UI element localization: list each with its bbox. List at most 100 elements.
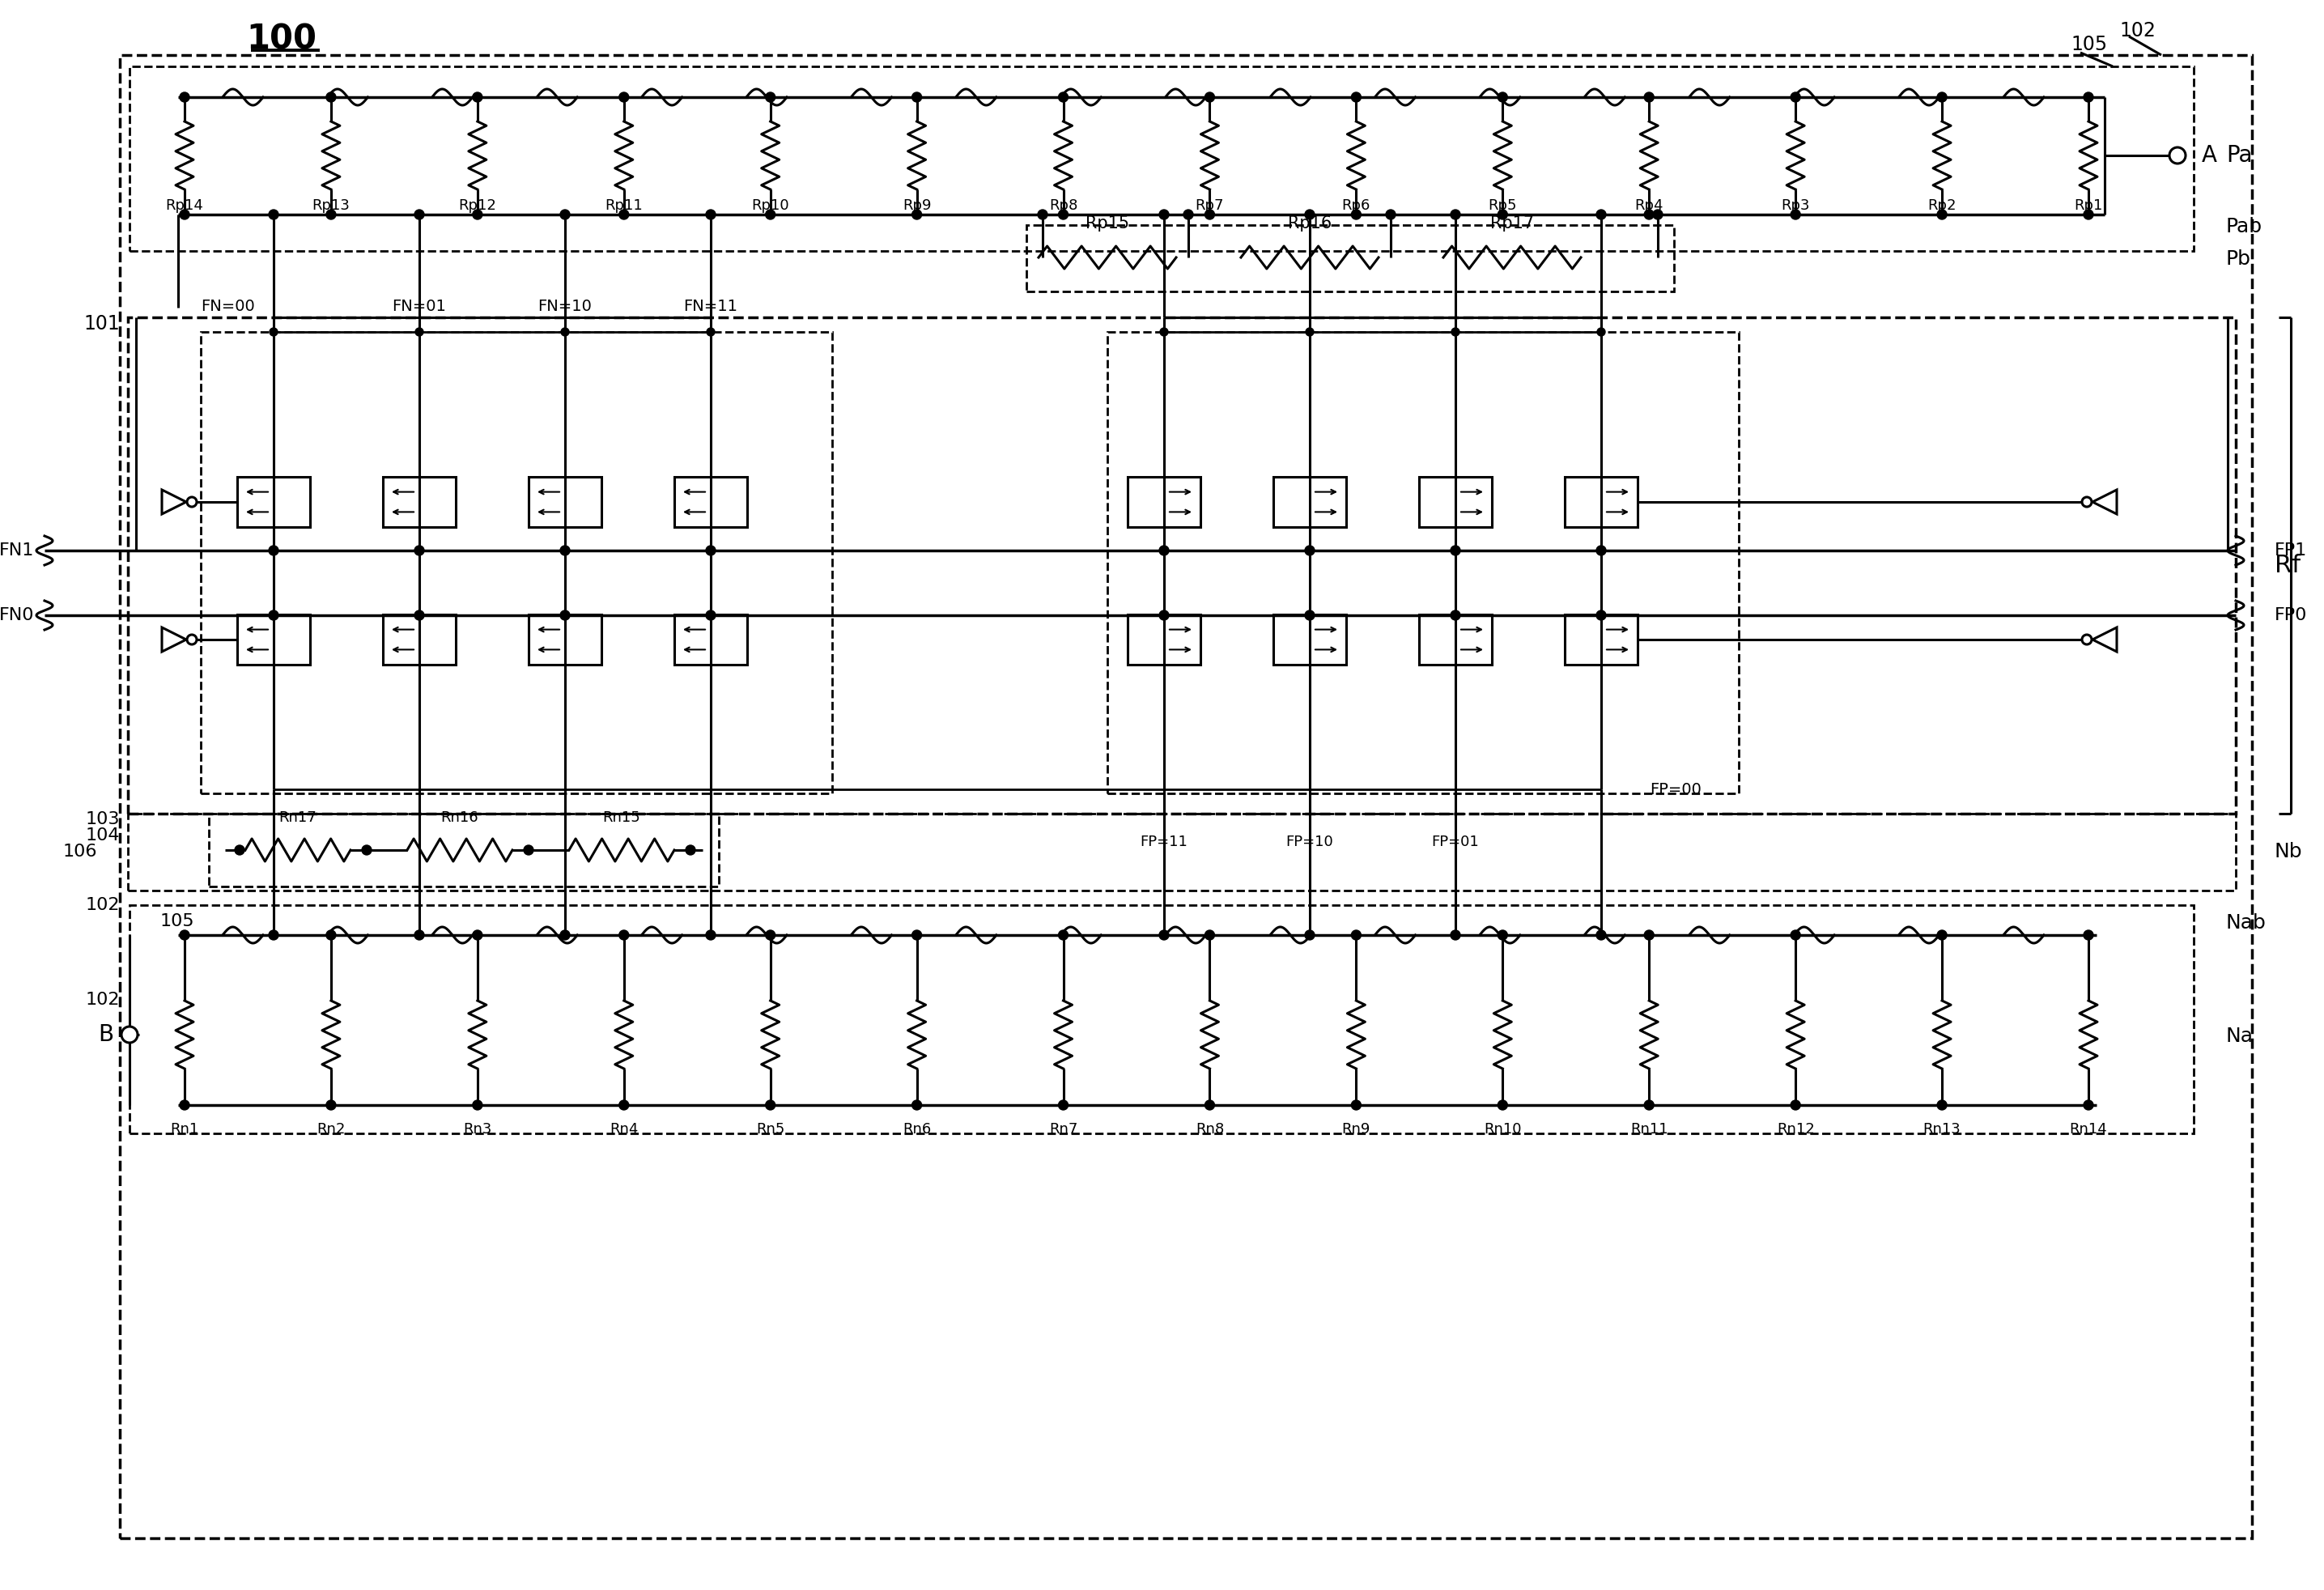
Circle shape — [1792, 1100, 1801, 1110]
Circle shape — [523, 846, 535, 855]
Circle shape — [1057, 1100, 1069, 1110]
Circle shape — [472, 1100, 483, 1110]
Text: Rp13: Rp13 — [311, 199, 351, 213]
Bar — [209, 814, 718, 887]
Circle shape — [270, 930, 279, 940]
Circle shape — [179, 92, 191, 102]
Circle shape — [1057, 92, 1069, 102]
Bar — [128, 814, 2236, 890]
Bar — [1106, 332, 1738, 793]
Circle shape — [414, 611, 425, 620]
Text: B: B — [98, 1024, 114, 1046]
Text: Pa: Pa — [2226, 145, 2252, 167]
Bar — [383, 477, 456, 526]
Text: Rn1: Rn1 — [170, 1123, 200, 1137]
Circle shape — [2085, 210, 2094, 219]
Circle shape — [325, 930, 337, 940]
Text: Rn7: Rn7 — [1048, 1123, 1078, 1137]
Text: FP=00: FP=00 — [1650, 782, 1701, 797]
Circle shape — [560, 210, 569, 219]
Text: FP=01: FP=01 — [1432, 835, 1478, 849]
Bar — [674, 614, 746, 665]
Circle shape — [416, 328, 423, 335]
Text: Rn10: Rn10 — [1483, 1123, 1522, 1137]
Circle shape — [1450, 611, 1459, 620]
Circle shape — [1597, 611, 1606, 620]
Circle shape — [472, 92, 483, 102]
Text: Rp14: Rp14 — [165, 199, 205, 213]
Circle shape — [235, 846, 244, 855]
Circle shape — [618, 92, 630, 102]
Circle shape — [472, 210, 483, 219]
Bar — [1564, 614, 1638, 665]
Text: 102: 102 — [86, 992, 121, 1008]
Text: A: A — [2201, 145, 2217, 167]
Circle shape — [1938, 210, 1948, 219]
Circle shape — [1204, 930, 1215, 940]
Circle shape — [1652, 210, 1662, 219]
Circle shape — [765, 92, 776, 102]
Circle shape — [270, 611, 279, 620]
Text: Rn9: Rn9 — [1341, 1123, 1371, 1137]
Circle shape — [1057, 930, 1069, 940]
Circle shape — [2082, 498, 2092, 507]
Text: Na: Na — [2226, 1027, 2254, 1046]
Text: FN=00: FN=00 — [200, 299, 256, 313]
Circle shape — [2085, 930, 2094, 940]
Text: Rp17: Rp17 — [1490, 215, 1534, 232]
Circle shape — [414, 930, 425, 940]
Text: Rp10: Rp10 — [751, 199, 790, 213]
Circle shape — [1497, 210, 1508, 219]
Text: Nab: Nab — [2226, 913, 2266, 933]
Circle shape — [1350, 210, 1362, 219]
Circle shape — [706, 210, 716, 219]
Circle shape — [1597, 930, 1606, 940]
Circle shape — [1306, 328, 1313, 335]
Circle shape — [1304, 611, 1315, 620]
Text: FP=11: FP=11 — [1141, 835, 1188, 849]
Circle shape — [1792, 92, 1801, 102]
Circle shape — [1183, 210, 1192, 219]
Text: Rn5: Rn5 — [755, 1123, 786, 1137]
Circle shape — [706, 545, 716, 555]
Text: Rn3: Rn3 — [462, 1123, 493, 1137]
Circle shape — [179, 210, 191, 219]
Circle shape — [1597, 545, 1606, 555]
Text: Rn14: Rn14 — [2068, 1123, 2108, 1137]
Circle shape — [325, 210, 337, 219]
Text: FP1: FP1 — [2275, 542, 2308, 558]
Bar — [1420, 477, 1492, 526]
Circle shape — [414, 545, 425, 555]
Circle shape — [1350, 92, 1362, 102]
Circle shape — [706, 328, 716, 335]
Text: FP0: FP0 — [2275, 607, 2308, 623]
Text: 102: 102 — [2119, 21, 2157, 40]
Text: Rn13: Rn13 — [1922, 1123, 1961, 1137]
Bar — [528, 477, 602, 526]
Text: Rn6: Rn6 — [902, 1123, 932, 1137]
Text: FN=01: FN=01 — [393, 299, 446, 313]
Circle shape — [618, 1100, 630, 1110]
Bar — [128, 318, 2236, 814]
Circle shape — [2168, 148, 2185, 164]
Text: 104: 104 — [86, 827, 121, 844]
Text: 105: 105 — [160, 913, 195, 930]
Text: FN1: FN1 — [0, 542, 35, 558]
Circle shape — [1350, 1100, 1362, 1110]
Circle shape — [1643, 930, 1655, 940]
Text: Rp2: Rp2 — [1927, 199, 1957, 213]
Circle shape — [911, 930, 923, 940]
Circle shape — [1597, 210, 1606, 219]
Circle shape — [1204, 1100, 1215, 1110]
Circle shape — [1938, 930, 1948, 940]
Circle shape — [1497, 930, 1508, 940]
Circle shape — [1350, 930, 1362, 940]
Circle shape — [1792, 210, 1801, 219]
Circle shape — [1643, 92, 1655, 102]
Circle shape — [270, 545, 279, 555]
Text: Rp6: Rp6 — [1341, 199, 1371, 213]
Circle shape — [686, 846, 695, 855]
Circle shape — [2085, 1100, 2094, 1110]
Bar — [1127, 614, 1202, 665]
Text: Pb: Pb — [2226, 250, 2252, 269]
